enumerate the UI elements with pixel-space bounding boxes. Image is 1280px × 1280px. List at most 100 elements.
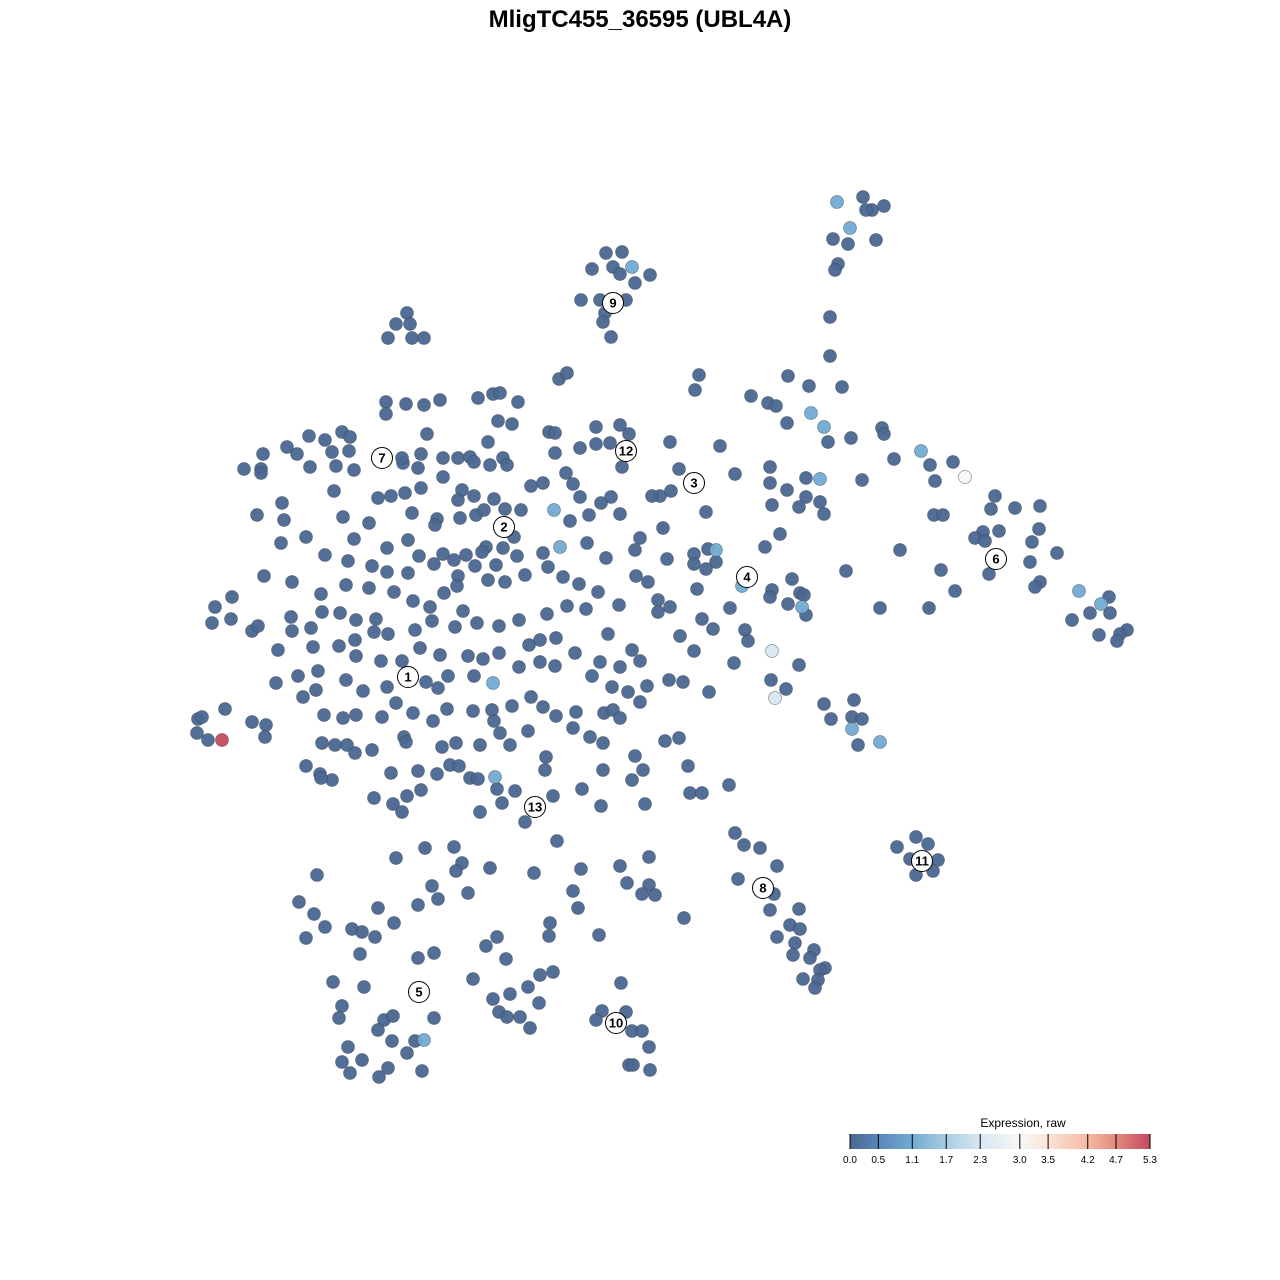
data-point: [280, 440, 294, 454]
data-point: [381, 1061, 395, 1075]
data-point: [1008, 501, 1022, 515]
data-point: [492, 646, 506, 660]
data-point: [839, 564, 853, 578]
data-point: [483, 861, 497, 875]
data-point: [877, 199, 891, 213]
data-point: [1025, 535, 1039, 549]
cluster-label-text: 1: [404, 670, 411, 685]
data-point: [471, 391, 485, 405]
data-point: [663, 600, 677, 614]
data-point: [673, 629, 687, 643]
data-point: [277, 513, 291, 527]
data-point: [594, 799, 608, 813]
data-point: [948, 584, 962, 598]
data-point: [928, 474, 942, 488]
data-point: [205, 616, 219, 630]
data-point: [387, 916, 401, 930]
data-point: [651, 605, 665, 619]
data-point: [395, 805, 409, 819]
data-point: [453, 511, 467, 525]
data-point: [572, 577, 586, 591]
data-point: [496, 541, 510, 555]
data-point: [683, 786, 697, 800]
data-point: [367, 791, 381, 805]
data-point: [367, 625, 381, 639]
data-point: [503, 987, 517, 1001]
cluster-label-text: 6: [992, 552, 999, 567]
data-point: [468, 559, 482, 573]
data-point: [869, 233, 883, 247]
data-point: [532, 996, 546, 1010]
data-point: [566, 721, 580, 735]
cluster-label-text: 2: [500, 520, 507, 535]
legend-ticks: 0.0 0.5 1.1 1.7 2.3 3.0 3.5 4.2 4.7 5.3: [843, 1134, 1157, 1166]
cluster-label-7: 7: [371, 447, 393, 469]
data-point: [303, 460, 317, 474]
data-point: [583, 730, 597, 744]
cluster-label-6: 6: [985, 548, 1007, 570]
data-point: [676, 675, 690, 689]
data-point: [395, 451, 409, 465]
data-point: [548, 659, 562, 673]
data-point: [765, 644, 779, 658]
data-point: [435, 740, 449, 754]
data-point: [291, 669, 305, 683]
data-point: [585, 669, 599, 683]
data-point: [978, 534, 992, 548]
data-point: [356, 684, 370, 698]
data-point: [946, 455, 960, 469]
data-point: [306, 640, 320, 654]
data-point: [826, 232, 840, 246]
data-point: [596, 315, 610, 329]
data-point: [887, 452, 901, 466]
data-point: [856, 190, 870, 204]
data-point: [481, 435, 495, 449]
data-point: [433, 648, 447, 662]
data-point: [467, 489, 481, 503]
data-point: [314, 587, 328, 601]
data-point: [336, 711, 350, 725]
data-point: [1083, 606, 1097, 620]
data-point: [642, 878, 656, 892]
data-point: [768, 691, 782, 705]
data-point: [315, 736, 329, 750]
data-point: [500, 1010, 514, 1024]
data-point: [589, 437, 603, 451]
data-point: [599, 246, 613, 260]
data-point: [605, 680, 619, 694]
data-point: [218, 702, 232, 716]
data-point: [781, 597, 795, 611]
data-point: [332, 1011, 346, 1025]
data-point: [556, 570, 570, 584]
data-point: [621, 685, 635, 699]
data-point: [498, 575, 512, 589]
data-point: [758, 540, 772, 554]
data-point: [411, 461, 425, 475]
data-point: [466, 704, 480, 718]
data-point: [492, 619, 506, 633]
data-point: [257, 569, 271, 583]
data-point: [224, 612, 238, 626]
data-point: [245, 715, 259, 729]
data-point: [251, 619, 265, 633]
data-point: [727, 656, 741, 670]
data-point: [375, 710, 389, 724]
data-point: [566, 477, 580, 491]
data-point: [582, 508, 596, 522]
data-point: [486, 676, 500, 690]
data-point: [821, 435, 835, 449]
data-point: [355, 925, 369, 939]
data-point: [415, 1064, 429, 1078]
data-point: [792, 500, 806, 514]
data-point: [466, 972, 480, 986]
data-point: [325, 445, 339, 459]
data-point: [271, 643, 285, 657]
data-point: [349, 613, 363, 627]
data-point: [859, 203, 873, 217]
data-point: [533, 968, 547, 982]
data-point: [589, 1013, 603, 1027]
data-point: [471, 772, 485, 786]
data-point: [329, 459, 343, 473]
data-point: [851, 738, 865, 752]
